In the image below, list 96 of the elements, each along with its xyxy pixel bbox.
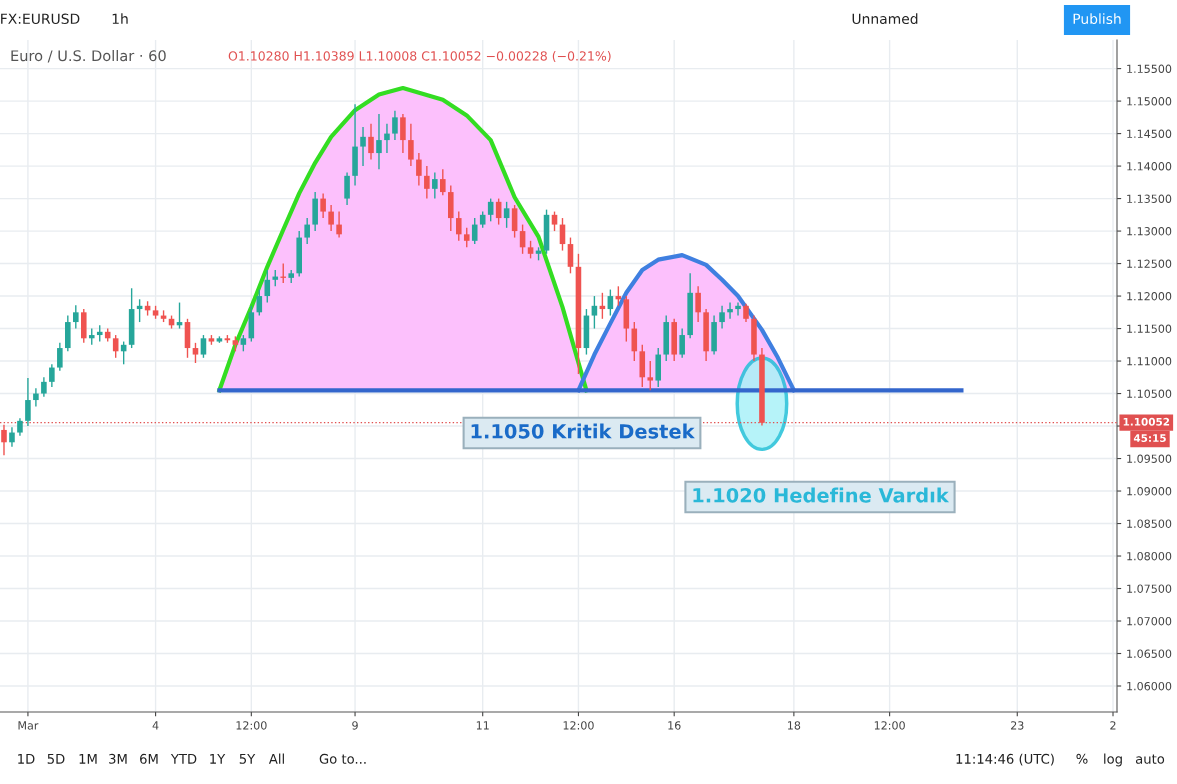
text: Publish: [1073, 13, 1121, 25]
y-tick-label: 1.14000: [1127, 162, 1172, 171]
y-tick-label: 1.10500: [1127, 389, 1172, 398]
candlestick: [416, 152, 422, 187]
candlestick: [551, 210, 558, 232]
text: 1h: [112, 13, 128, 24]
candlestick: [679, 327, 685, 359]
y-tick-label: 1.09000: [1127, 487, 1172, 496]
annotation: 1.1050 Kritik Destek: [471, 423, 695, 439]
y-tick-label: 1.14500: [1127, 129, 1172, 138]
candlestick: [567, 236, 574, 275]
y-tick-label: 1.08000: [1127, 552, 1172, 561]
candlestick: [376, 113, 382, 171]
x-tick-label: 12:00: [563, 721, 594, 730]
text: 1D: [18, 754, 35, 764]
text: YTD: [170, 754, 197, 764]
text: %: [1076, 753, 1088, 764]
y-tick-label: 1.08500: [1127, 519, 1172, 528]
candlestick: [25, 377, 31, 427]
candlestick: [9, 426, 15, 448]
x-tick-label: 12:00: [874, 721, 905, 730]
text: 5D: [47, 754, 65, 764]
candlestick: [304, 217, 310, 245]
x-tick-label: 9: [352, 721, 358, 730]
candlestick: [424, 165, 430, 200]
text: auto: [1135, 754, 1165, 764]
candlestick: [408, 123, 414, 167]
y-tick-label: 1.11000: [1127, 357, 1172, 366]
candlestick: [511, 204, 518, 239]
candlestick: [1, 424, 7, 456]
candlestick: [440, 168, 446, 197]
candlestick: [200, 334, 207, 359]
candlestick: [41, 376, 47, 398]
candlestick: [57, 342, 63, 372]
x-tick-label: 12:00: [236, 721, 267, 730]
candlestick: [503, 201, 510, 229]
text: Go to...: [319, 753, 366, 764]
x-tick-label: 23: [1011, 721, 1024, 730]
candlestick: [392, 110, 398, 141]
candlestick: [344, 171, 350, 206]
x-tick-label: 4: [152, 721, 159, 730]
text: Euro / U.S. Dollar · 60: [11, 49, 166, 63]
candlestick: [320, 192, 326, 219]
x-tick-label: Mar: [18, 721, 39, 730]
ref-line-label: 1.10052: [1123, 417, 1170, 426]
candlestick: [735, 301, 741, 317]
candlestick: [264, 269, 271, 304]
candlestick: [463, 227, 470, 249]
candlestick: [471, 217, 478, 245]
candlestick: [368, 123, 374, 161]
y-tick-label: 1.15500: [1127, 64, 1172, 73]
y-tick-label: 1.13000: [1127, 227, 1172, 236]
candlestick: [591, 295, 598, 330]
x-tick-label: 2: [1110, 721, 1116, 730]
y-tick-label: 1.12000: [1127, 292, 1172, 301]
text: log: [1104, 753, 1122, 767]
x-tick-label: 16: [668, 721, 681, 730]
y-tick-label: 1.12500: [1127, 259, 1172, 268]
y-tick-label: 1.07500: [1127, 584, 1172, 593]
candlestick: [432, 171, 438, 200]
text: O1.10280 H1.10389 L1.10008 C1.10052 −0.00228 (−0.21%): [228, 50, 611, 63]
text: All: [268, 753, 284, 764]
text: 3M: [109, 753, 127, 764]
candlestick: [743, 303, 749, 323]
y-tick-label: 1.15000: [1127, 97, 1172, 106]
candlestick: [647, 360, 654, 391]
x-tick-label: 11: [476, 721, 489, 730]
text: Unnamed: [852, 13, 918, 25]
text: 5Y: [239, 754, 256, 764]
candlestick: [384, 123, 390, 154]
text: 11:14:46 (UTC): [956, 753, 1054, 766]
candlestick: [455, 210, 462, 242]
text: FX:EURUSD: [1, 13, 80, 25]
x-tick-label: 18: [788, 721, 801, 730]
y-tick-label: 1.11500: [1127, 324, 1172, 333]
candlestick: [336, 210, 342, 239]
candlestick: [400, 113, 406, 154]
text: 45:15: [1133, 434, 1166, 443]
candlestick: [719, 305, 725, 330]
candlestick: [49, 363, 55, 388]
candlestick: [33, 387, 39, 408]
text: 1M: [79, 754, 97, 764]
y-tick-label: 1.06000: [1127, 681, 1172, 691]
candlestick: [328, 204, 334, 232]
text: 6M: [140, 753, 158, 764]
y-tick-label: 1.09500: [1127, 454, 1172, 463]
candlestick: [360, 126, 366, 167]
candlestick: [73, 304, 79, 330]
candlestick: [192, 342, 199, 364]
candlestick: [695, 285, 701, 323]
y-tick-label: 1.06500: [1127, 649, 1172, 658]
y-tick-label: 1.07000: [1127, 616, 1172, 626]
annotation: 1.1020 Hedefine Vardık: [693, 487, 950, 503]
candlestick: [727, 301, 733, 320]
y-tick-label: 1.13500: [1127, 194, 1172, 203]
text: 1Y: [210, 754, 226, 764]
